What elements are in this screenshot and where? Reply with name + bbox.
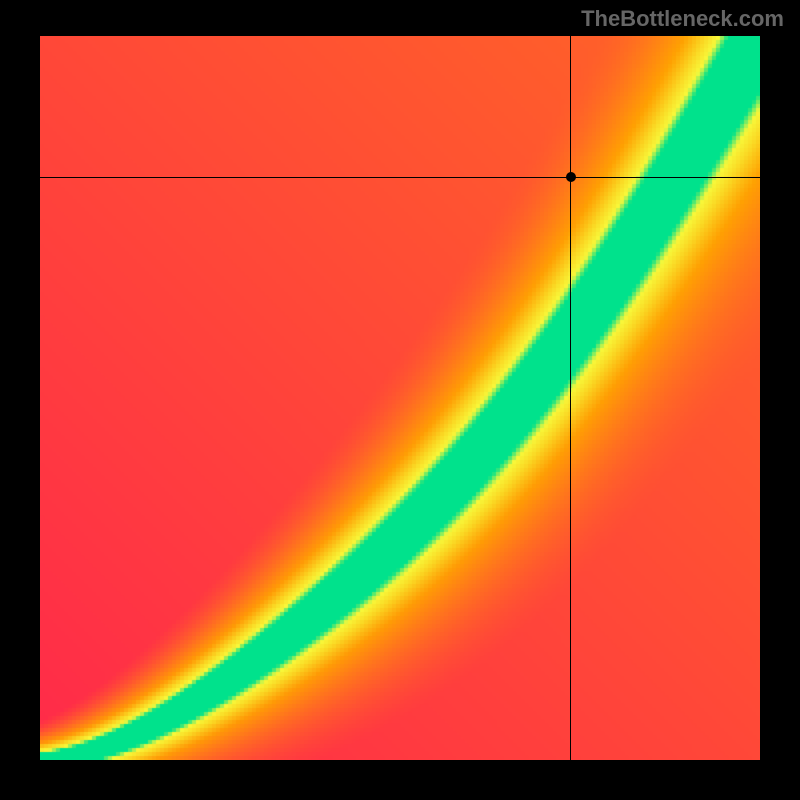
crosshair-horizontal — [40, 177, 760, 178]
crosshair-vertical — [570, 36, 571, 760]
plot-area — [40, 36, 760, 760]
watermark-text: TheBottleneck.com — [581, 6, 784, 32]
crosshair-marker — [566, 172, 576, 182]
chart-container: TheBottleneck.com — [0, 0, 800, 800]
bottleneck-heatmap — [40, 36, 760, 760]
